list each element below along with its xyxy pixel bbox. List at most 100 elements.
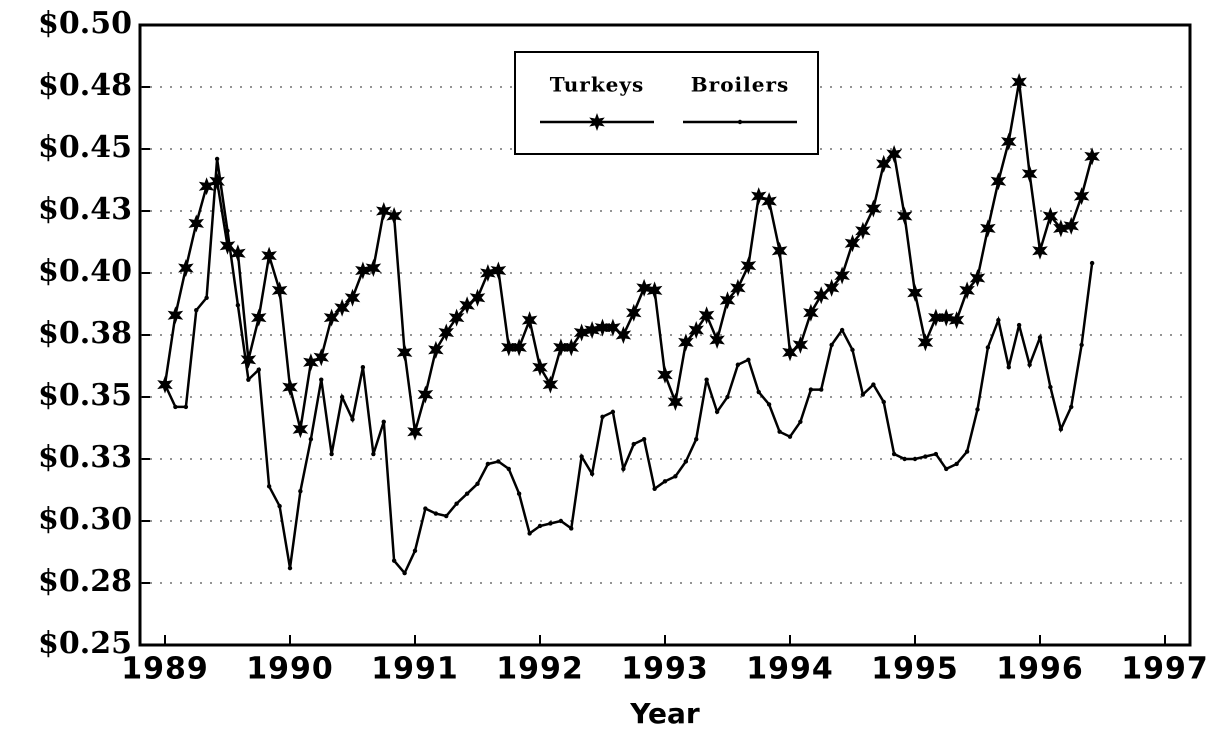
data-point (433, 511, 439, 516)
legend-label: Broilers (691, 73, 790, 97)
data-point (344, 288, 361, 307)
data-point (209, 172, 225, 191)
data-point (782, 343, 798, 362)
data-point (808, 387, 814, 392)
data-point (1073, 187, 1090, 206)
data-point (615, 326, 632, 344)
data-point (631, 441, 636, 447)
data-point (683, 459, 689, 464)
data-point (355, 261, 371, 280)
data-point (271, 281, 288, 300)
x-tick-label: 1996 (996, 652, 1084, 687)
data-point (933, 451, 939, 457)
data-point (256, 367, 261, 372)
legend-marker (737, 119, 743, 125)
data-point (496, 459, 501, 464)
data-point (891, 451, 897, 457)
legend-box (514, 51, 819, 155)
data-point (396, 343, 413, 362)
data-point (725, 394, 730, 400)
data-point (688, 321, 704, 339)
data-point (183, 404, 189, 410)
data-point (292, 420, 309, 439)
data-point (448, 308, 465, 327)
data-point (1079, 342, 1084, 348)
legend-label: Turkeys (550, 73, 645, 97)
data-point (501, 338, 517, 357)
data-point (777, 429, 782, 434)
data-point (844, 234, 861, 253)
data-point (407, 422, 423, 441)
data-point (980, 219, 996, 238)
data-point (740, 256, 757, 275)
data-point (1069, 404, 1074, 410)
data-point (912, 456, 918, 462)
plot-frame (138, 23, 1192, 647)
y-tick-label: $0.33 (38, 440, 132, 475)
data-point (553, 338, 569, 357)
data-point (1021, 164, 1038, 183)
data-point (751, 187, 767, 206)
data-point (652, 486, 657, 491)
data-point (444, 513, 449, 519)
data-point (329, 451, 334, 457)
x-tick-label: 1991 (371, 652, 459, 687)
data-point (521, 311, 538, 330)
data-point (454, 501, 459, 506)
data-point (417, 385, 434, 404)
data-point (548, 521, 553, 526)
data-point (761, 192, 777, 211)
data-point (277, 503, 282, 509)
data-point (589, 471, 595, 477)
data-point (735, 362, 741, 367)
data-point (819, 387, 824, 392)
y-tick-label: $0.50 (38, 6, 132, 41)
data-point (600, 414, 605, 420)
data-point (194, 308, 199, 313)
data-point (896, 207, 913, 225)
data-point (673, 474, 678, 479)
data-point (173, 404, 178, 410)
data-point (542, 375, 559, 394)
data-point (855, 221, 871, 240)
x-tick-label: 1990 (246, 652, 334, 687)
data-point (829, 342, 834, 348)
data-point (235, 303, 241, 308)
data-point (667, 393, 684, 411)
data-point (730, 278, 746, 297)
data-point (610, 409, 616, 415)
data-point (662, 479, 668, 484)
data-point (798, 419, 803, 424)
x-tick-label: 1989 (121, 652, 209, 687)
data-point (923, 454, 928, 459)
x-axis-label: Year (629, 697, 700, 730)
data-point (506, 466, 511, 472)
data-point (902, 456, 907, 462)
data-point (558, 518, 564, 524)
data-point (350, 417, 355, 422)
data-point (636, 278, 652, 297)
data-point (308, 436, 314, 442)
x-tick-label: 1997 (1121, 652, 1209, 687)
data-point (1084, 147, 1100, 166)
data-point (490, 261, 507, 280)
y-tick-label: $0.25 (38, 626, 132, 661)
series-line (163, 158, 1094, 576)
data-point (246, 377, 251, 382)
data-point (1016, 322, 1022, 328)
data-point (386, 207, 402, 225)
data-point (162, 382, 168, 387)
data-point (917, 333, 934, 352)
data-point (626, 303, 642, 322)
data-point (792, 335, 809, 354)
data-point (584, 321, 600, 339)
y-tick-label: $0.35 (38, 378, 132, 413)
data-point (1053, 219, 1069, 238)
data-point (303, 353, 319, 372)
data-point (787, 434, 793, 439)
data-point (412, 548, 418, 553)
y-tick-label: $0.30 (38, 502, 132, 537)
data-point (881, 399, 886, 405)
y-tick-label: $0.48 (38, 68, 132, 103)
data-point (641, 436, 647, 442)
